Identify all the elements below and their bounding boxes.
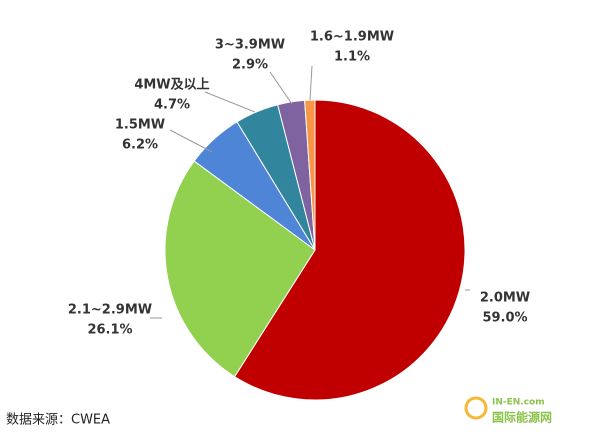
watermark-name: 国际能源网	[492, 410, 552, 425]
slice-label: 1.5MW	[115, 118, 165, 133]
slice-label: 2.0MW	[480, 291, 530, 306]
slice-value: 4.7%	[154, 98, 190, 113]
slice-label: 3~3.9MW	[215, 38, 285, 53]
slice-value: 26.1%	[87, 323, 132, 338]
slice-value: 6.2%	[122, 138, 158, 153]
slice-label: 1.6~1.9MW	[310, 30, 394, 45]
pie-slice	[164, 160, 316, 378]
slice-label: 2.1~2.9MW	[68, 303, 152, 318]
slice-label: 4MW及以上	[134, 78, 209, 93]
pie-slice	[304, 99, 316, 251]
pie-slice	[233, 99, 466, 401]
leader-line	[269, 71, 293, 105]
slice-value: 1.1%	[334, 50, 370, 65]
logo-icon	[464, 396, 488, 420]
source-note: 数据来源：CWEA	[6, 413, 110, 428]
slice-value: 59.0%	[482, 311, 527, 326]
leader-line	[169, 129, 213, 153]
slice-value: 2.9%	[232, 58, 268, 73]
leader-line	[309, 65, 313, 101]
leader-line	[204, 91, 256, 113]
watermark-site: IN-EN.com	[492, 398, 545, 408]
